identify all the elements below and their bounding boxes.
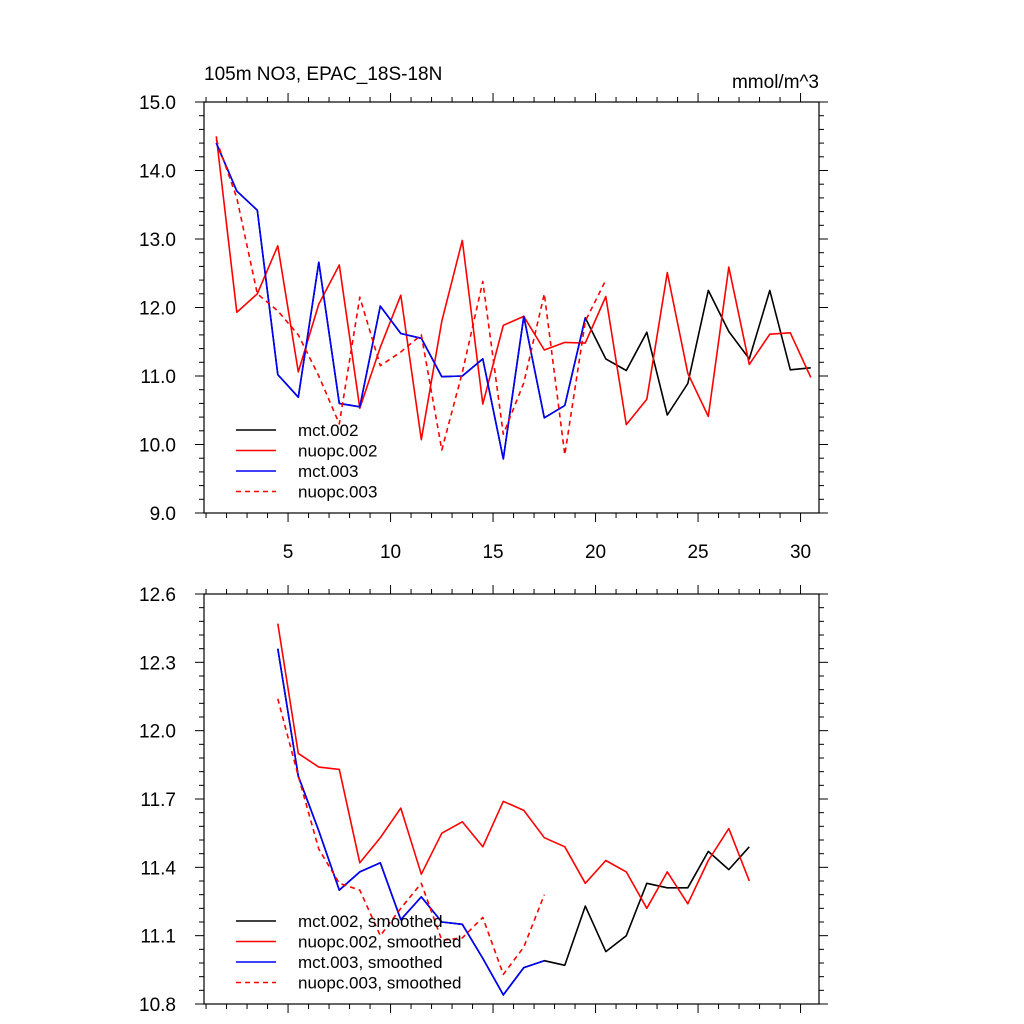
series-line-mct-003 xyxy=(215,142,587,460)
y-tick-label: 13.0 xyxy=(139,230,176,251)
x-tick-label: 25 xyxy=(687,542,708,563)
y-tick-label: 15.0 xyxy=(139,93,176,114)
y-tick-label: 12.6 xyxy=(139,585,176,606)
y-tick-label: 11.0 xyxy=(140,367,176,388)
legend-label: nuopc.002, smoothed xyxy=(298,933,462,952)
series-line-nuopc-002 xyxy=(215,136,812,441)
series-line-mct-002 xyxy=(215,142,811,460)
legend-label: mct.003 xyxy=(298,462,358,481)
legend-label: nuopc.002 xyxy=(298,442,377,461)
top-panel: 5 10 15 20 25 30 9.0 10.0 11.0 12.0 13.0 14.0 15.0 10… xyxy=(139,64,828,563)
legend-label: mct.003, smoothed xyxy=(298,953,443,972)
x-tick-label: 20 xyxy=(585,542,606,563)
units-label: mmol/m^3 xyxy=(732,72,819,93)
y-tick-label: 10.8 xyxy=(139,995,176,1016)
plot-frame xyxy=(203,593,820,1005)
x-tick-label: 10 xyxy=(380,542,401,563)
series-line-nuopc-003-smoothed xyxy=(277,698,546,976)
x-tick-label: 5 xyxy=(283,542,294,563)
y-tick-label: 11.7 xyxy=(140,790,176,811)
series-line-nuopc-002-smoothed xyxy=(277,623,751,910)
y-tick-label: 11.4 xyxy=(140,858,176,879)
x-tick-label: 30 xyxy=(790,542,811,563)
bottom-panel: 10.8 11.1 11.4 11.7 12.0 12.3 12.6 mct.002, smo… xyxy=(139,585,828,1016)
y-tick-label: 9.0 xyxy=(150,504,176,525)
chart-title: 105m NO3, EPAC_18S-18N xyxy=(204,64,442,85)
legend-label: mct.002 xyxy=(298,421,358,440)
y-tick-label: 12.0 xyxy=(139,722,176,743)
series-line-mct-003-smoothed xyxy=(277,648,545,996)
y-tick-label: 10.0 xyxy=(139,436,176,457)
legend-label: mct.002, smoothed xyxy=(298,912,443,931)
plot-frame xyxy=(203,101,820,514)
y-tick-label: 12.0 xyxy=(139,299,176,320)
y-tick-label: 11.1 xyxy=(140,927,176,948)
y-tick-label: 12.3 xyxy=(139,653,176,674)
series-line-nuopc-003 xyxy=(215,139,607,456)
legend-label: nuopc.003, smoothed xyxy=(298,974,462,993)
y-tick-label: 14.0 xyxy=(139,162,176,183)
legend-label: nuopc.003 xyxy=(298,483,377,502)
x-tick-label: 15 xyxy=(482,542,503,563)
